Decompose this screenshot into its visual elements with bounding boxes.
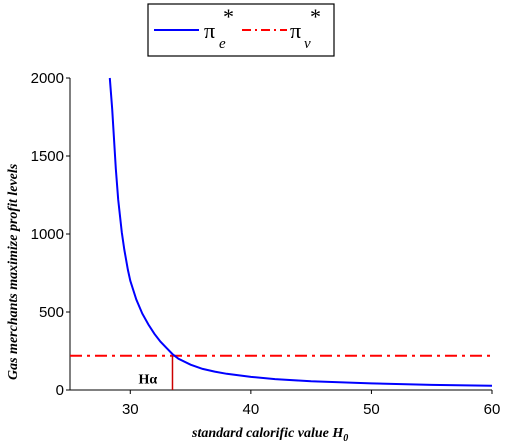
x-ticks: 30 40 50 60 bbox=[122, 390, 500, 418]
annotation-h-alpha-label: Hα bbox=[138, 373, 157, 388]
x-tick-label: 50 bbox=[363, 401, 380, 418]
legend-label-series-2: π bbox=[290, 18, 301, 43]
x-axis-label: standard calorific value H0 bbox=[191, 426, 348, 444]
y-ticks: 0 500 1000 1500 2000 bbox=[31, 70, 70, 399]
y-tick-label: 2000 bbox=[31, 70, 64, 87]
legend-label-series-1-sup: * bbox=[223, 4, 234, 29]
x-tick-label: 60 bbox=[484, 401, 501, 418]
legend: π * e π * v bbox=[147, 3, 335, 57]
y-axis-label: Gas merchants maximize profit levels bbox=[6, 163, 21, 380]
x-tick-label: 40 bbox=[243, 401, 260, 418]
y-tick-label: 1500 bbox=[31, 148, 64, 165]
series-line-pi-e bbox=[108, 77, 493, 387]
y-tick-label: 0 bbox=[56, 382, 64, 399]
y-tick-label: 500 bbox=[39, 304, 64, 321]
legend-label-series-1-sub: e bbox=[219, 36, 226, 52]
x-axis-label-sub: 0 bbox=[343, 433, 348, 444]
legend-label-series-1: π bbox=[204, 18, 215, 43]
legend-label-series-2-sup: * bbox=[310, 4, 321, 29]
x-tick-label: 30 bbox=[122, 401, 139, 418]
legend-label-series-2-sub: v bbox=[304, 36, 311, 52]
y-tick-label: 1000 bbox=[31, 226, 64, 243]
